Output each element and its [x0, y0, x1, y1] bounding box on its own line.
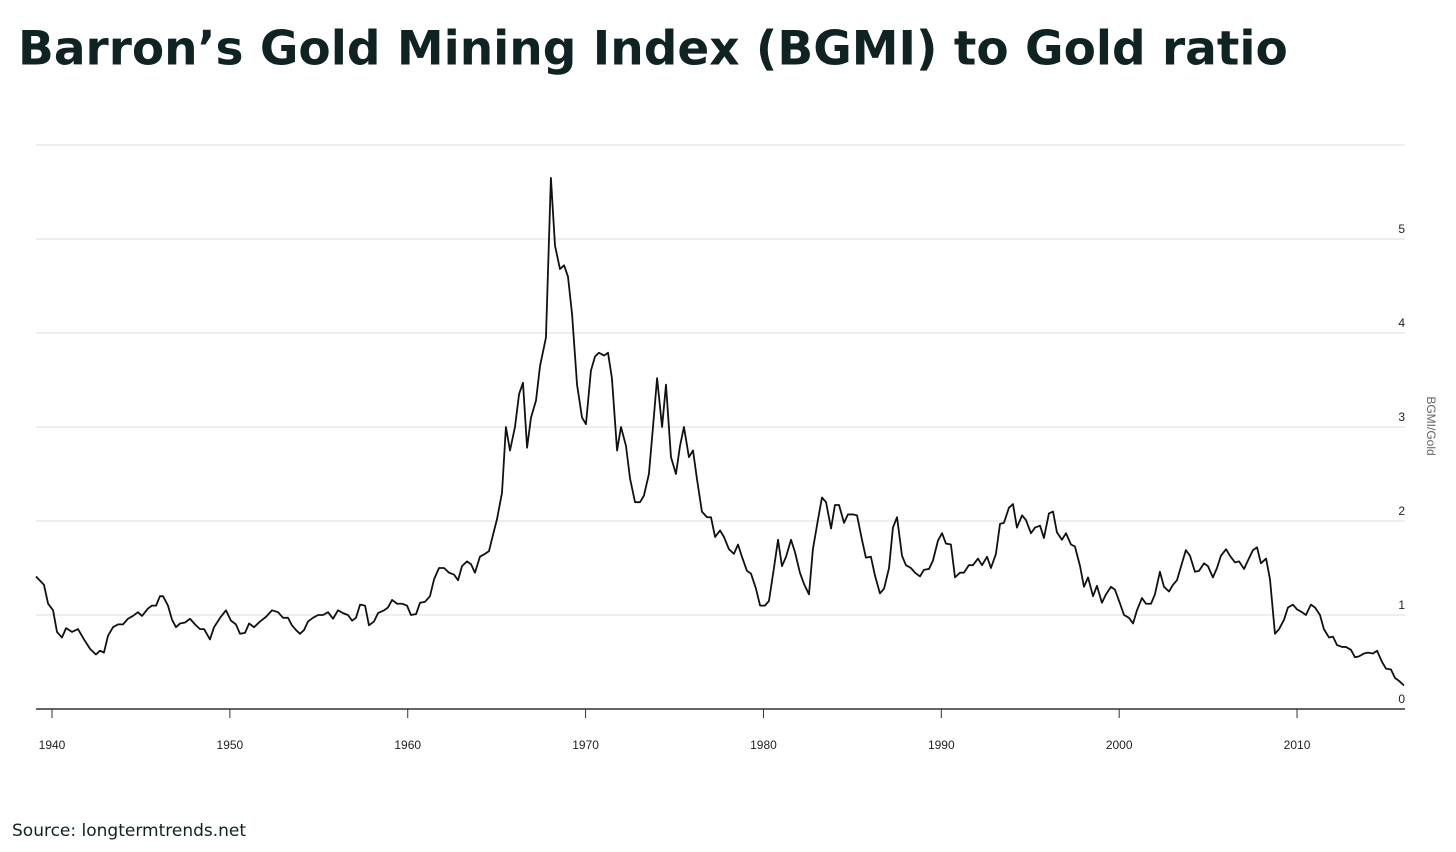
y-tick-label: 5 — [1398, 222, 1405, 236]
line — [35, 177, 1405, 687]
x-tick-label: 2000 — [1106, 738, 1133, 752]
x-tick-label: 1950 — [217, 738, 244, 752]
source: Source: longtermtrends.net — [12, 821, 246, 841]
y-tick-label: 1 — [1398, 598, 1405, 612]
x-tick-label: 1960 — [394, 738, 421, 752]
x-tick-label: 1980 — [750, 738, 777, 752]
x-tick-label: 1970 — [572, 738, 599, 752]
y-tick-label: 3 — [1398, 410, 1405, 424]
x-tick-label: 1990 — [928, 738, 955, 752]
y-axis-label: BGMI/Gold — [1424, 396, 1438, 455]
y-tick-label: 0 — [1398, 692, 1405, 706]
x-tick-label: 2010 — [1284, 738, 1311, 752]
chart-title: Barron’s Gold Mining Index (BGMI) to Gol… — [18, 22, 1288, 77]
x-tick-label: 1940 — [39, 738, 66, 752]
y-tick-label: 2 — [1398, 504, 1405, 518]
y-tick-label: 4 — [1398, 316, 1405, 330]
